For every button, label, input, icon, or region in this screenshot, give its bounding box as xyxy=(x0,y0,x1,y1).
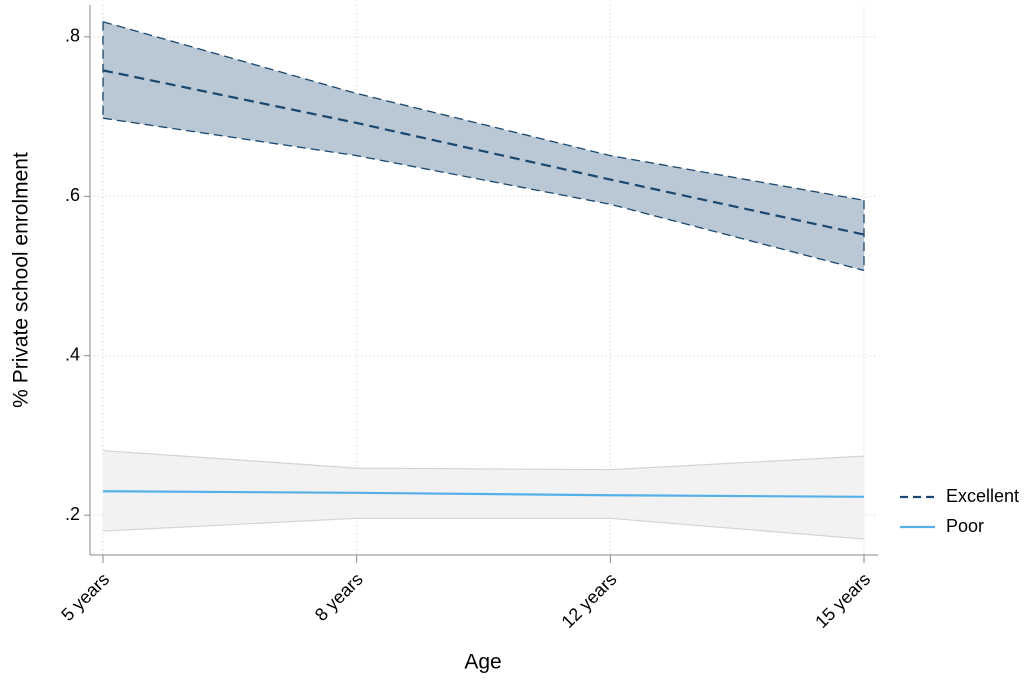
x-tick-label: 12 years xyxy=(558,569,621,632)
ci-bound xyxy=(102,517,865,540)
legend-label: Excellent xyxy=(946,486,1019,506)
x-tick-label: 5 years xyxy=(57,569,113,625)
y-tick-label: .4 xyxy=(65,344,80,364)
y-tick-label: .2 xyxy=(65,504,80,524)
y-tick-label: .6 xyxy=(65,185,80,205)
x-tick-label: 8 years xyxy=(311,569,367,625)
x-tick-label: 15 years xyxy=(811,569,874,632)
ci-band xyxy=(103,21,864,271)
series-line xyxy=(102,69,865,236)
legend-label: Poor xyxy=(946,516,984,536)
ci-bound xyxy=(102,117,865,272)
series-line xyxy=(102,490,865,498)
ci-bound xyxy=(102,449,865,471)
y-tick-label: .8 xyxy=(65,26,80,46)
ci-bound xyxy=(102,21,865,201)
x-axis-title: Age xyxy=(464,651,501,674)
y-axis-title: % Private school enrolment xyxy=(10,152,33,408)
